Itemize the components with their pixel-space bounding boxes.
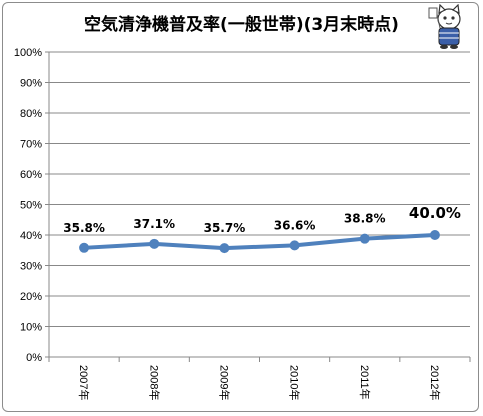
y-tick-label: 20%: [20, 291, 42, 303]
data-label: 37.1%: [133, 217, 175, 231]
cat-mascot-icon: [428, 4, 461, 49]
y-tick-label: 0%: [26, 352, 42, 364]
y-tick-label: 90%: [20, 78, 42, 90]
data-label: 35.7%: [204, 221, 246, 235]
y-tick-label: 50%: [20, 200, 42, 212]
x-tick-label: 2008年: [147, 365, 161, 400]
y-tick-label: 80%: [20, 108, 42, 120]
x-tick-label: 2007年: [77, 365, 91, 400]
series-line: [82, 233, 437, 251]
y-tick-label: 70%: [20, 139, 42, 151]
y-tick-label: 100%: [14, 47, 42, 59]
data-label: 38.8%: [344, 212, 386, 226]
x-tick-label: 2012年: [428, 365, 442, 400]
data-point: [429, 230, 440, 240]
data-label: 35.8%: [63, 221, 105, 235]
chart-frame: [2, 2, 479, 412]
y-tick-label: 10%: [20, 322, 42, 334]
data-point: [79, 242, 90, 253]
y-tick-label: 60%: [20, 169, 42, 181]
data-point: [219, 243, 230, 254]
data-label: 40.0%: [409, 204, 461, 222]
x-tick-label: 2011年: [358, 365, 372, 400]
x-tick-label: 2010年: [288, 365, 302, 400]
y-tick-label: 40%: [20, 230, 42, 242]
data-label: 36.6%: [274, 218, 316, 232]
data-point: [149, 238, 160, 249]
chart-title: 空気清浄機普及率(一般世帯)(3月末時点): [84, 15, 399, 35]
x-tick-label: 2009年: [217, 365, 231, 400]
data-point: [289, 240, 300, 251]
data-point: [359, 233, 370, 244]
y-tick-label: 30%: [20, 261, 42, 273]
